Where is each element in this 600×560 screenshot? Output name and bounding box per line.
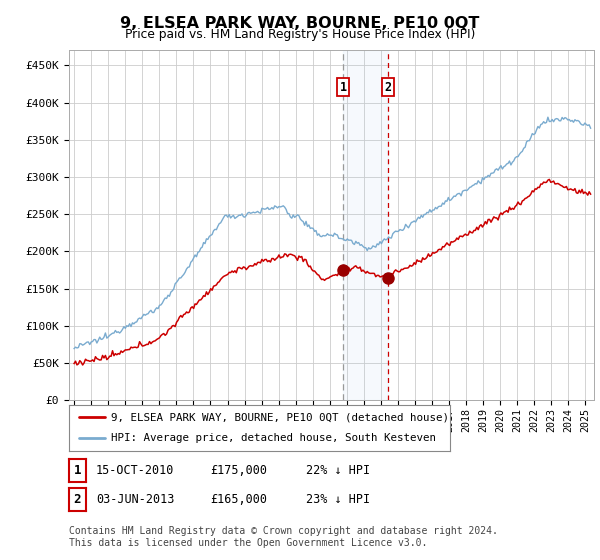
Text: £165,000: £165,000 [210,493,267,506]
Text: Price paid vs. HM Land Registry's House Price Index (HPI): Price paid vs. HM Land Registry's House … [125,28,475,41]
Text: 1: 1 [74,464,81,477]
Text: 9, ELSEA PARK WAY, BOURNE, PE10 0QT: 9, ELSEA PARK WAY, BOURNE, PE10 0QT [121,16,479,31]
Text: 9, ELSEA PARK WAY, BOURNE, PE10 0QT (detached house): 9, ELSEA PARK WAY, BOURNE, PE10 0QT (det… [111,412,449,422]
Bar [343,50,388,400]
Text: 1: 1 [340,81,347,94]
Text: £175,000: £175,000 [210,464,267,477]
Text: 23% ↓ HPI: 23% ↓ HPI [306,493,370,506]
Text: HPI: Average price, detached house, South Kesteven: HPI: Average price, detached house, Sout… [111,433,436,443]
Text: Contains HM Land Registry data © Crown copyright and database right 2024.
This d: Contains HM Land Registry data © Crown c… [69,526,498,548]
Text: 2: 2 [385,81,392,94]
Text: 2: 2 [74,493,81,506]
Text: 22% ↓ HPI: 22% ↓ HPI [306,464,370,477]
Text: 03-JUN-2013: 03-JUN-2013 [96,493,175,506]
Text: 15-OCT-2010: 15-OCT-2010 [96,464,175,477]
